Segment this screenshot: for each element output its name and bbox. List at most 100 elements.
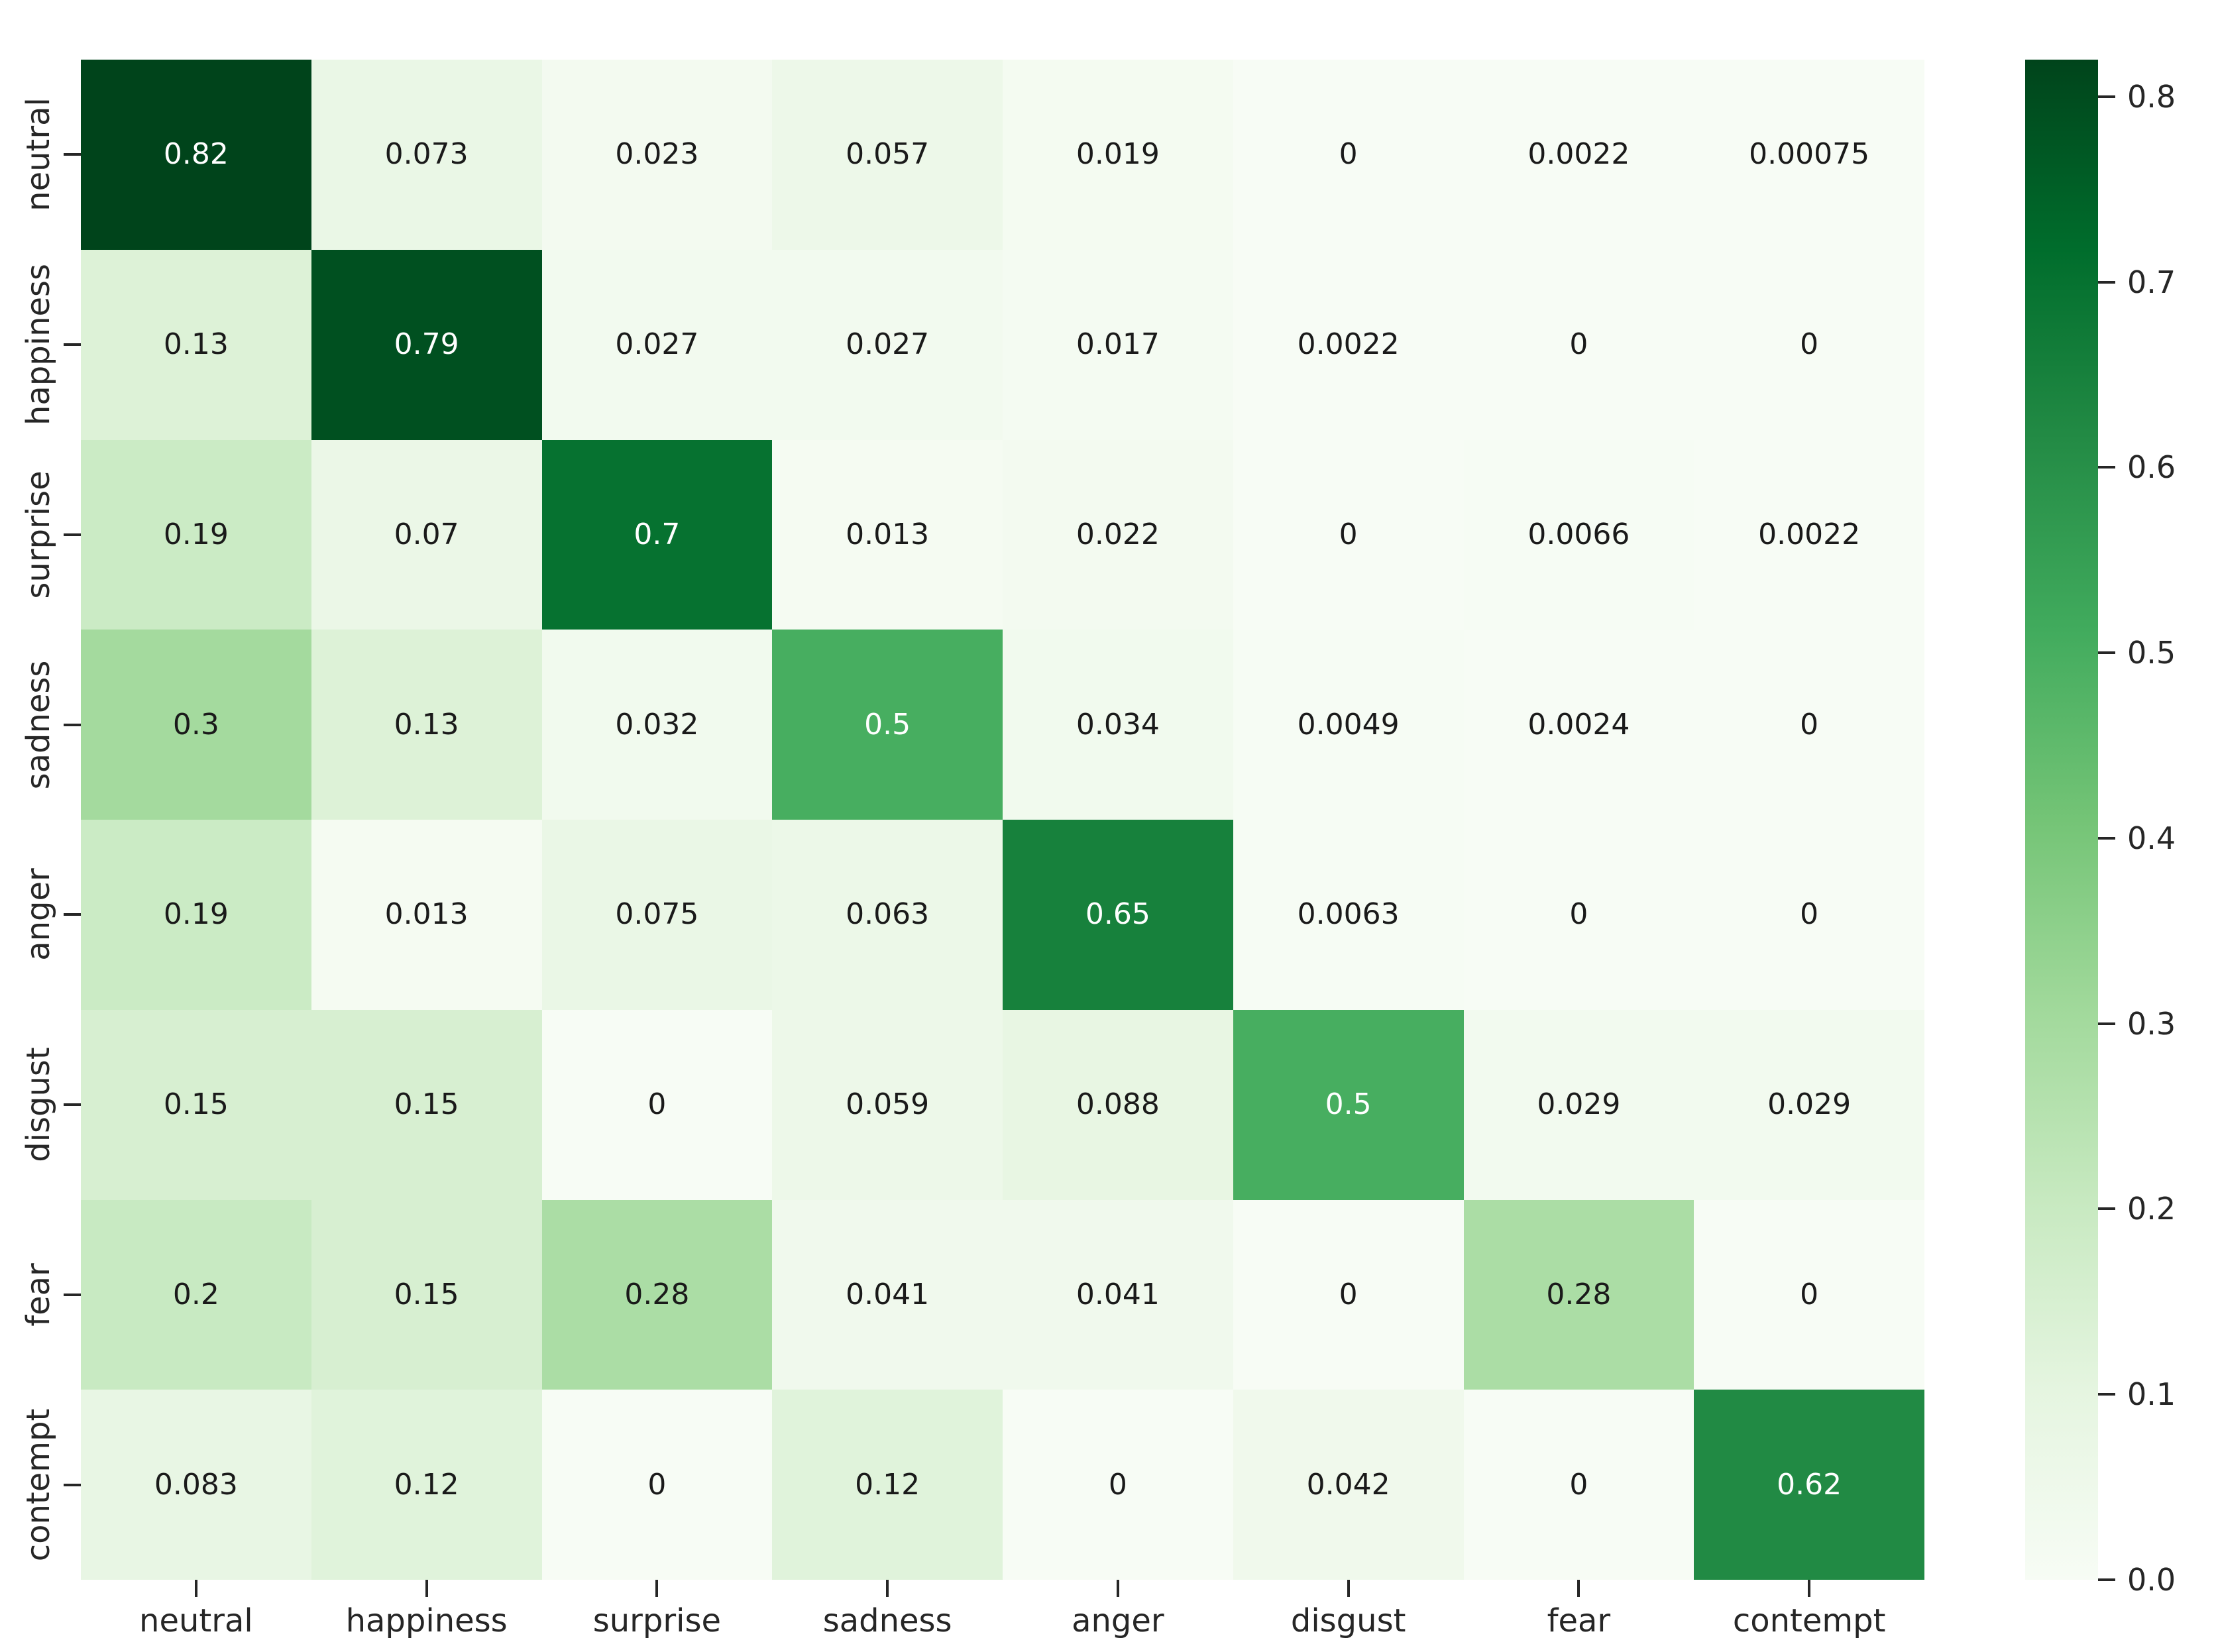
colorbar-tick-mark-0.4: [2098, 836, 2115, 840]
y-tick-label-contempt: contempt: [20, 1408, 57, 1561]
x-tick-label-neutral: neutral: [139, 1602, 253, 1639]
colorbar-tick-label-0.0: 0.0: [2127, 1562, 2176, 1598]
colorbar-tick-label-0.3: 0.3: [2127, 1005, 2176, 1042]
heatmap-cell-sadness-fear: 0.0024: [1463, 630, 1694, 820]
heatmap-cell-surprise-neutral: 0.19: [81, 439, 311, 630]
colorbar-tick-mark-0.3: [2098, 1022, 2115, 1025]
heatmap-cell-fear-anger: 0.041: [1003, 1199, 1233, 1390]
heatmap-cell-contempt-sadness: 0.12: [772, 1390, 1003, 1580]
colorbar-tick-mark-0.2: [2098, 1207, 2115, 1211]
y-tick-mark-sadness: [64, 723, 81, 726]
heatmap-cell-sadness-surprise: 0.032: [541, 630, 773, 820]
colorbar-tick-label-0.4: 0.4: [2127, 820, 2176, 856]
colorbar-gradient: [2025, 60, 2098, 1580]
x-tick-label-contempt: contempt: [1732, 1602, 1886, 1639]
heatmap-cell-contempt-disgust: 0.042: [1233, 1390, 1464, 1580]
colorbar-tick-label-0.8: 0.8: [2127, 78, 2176, 115]
y-tick-label-neutral: neutral: [20, 97, 57, 212]
heatmap-cell-happiness-fear: 0: [1463, 249, 1694, 440]
colorbar-tick-label-0.7: 0.7: [2127, 264, 2176, 300]
heatmap-cell-neutral-sadness: 0.057: [772, 60, 1003, 250]
heatmap-cell-happiness-neutral: 0.13: [81, 249, 311, 440]
y-tick-mark-fear: [64, 1293, 81, 1296]
heatmap-cell-anger-happiness: 0.013: [311, 820, 542, 1010]
heatmap-cell-neutral-contempt: 0.00075: [1694, 60, 1924, 250]
x-tick-mark-anger: [1116, 1580, 1119, 1597]
heatmap-cell-neutral-disgust: 0: [1233, 60, 1464, 250]
x-tick-label-disgust: disgust: [1290, 1602, 1406, 1639]
heatmap-cell-fear-fear: 0.28: [1463, 1199, 1694, 1390]
colorbar-tick-mark-0.7: [2098, 280, 2115, 284]
heatmap-cell-contempt-neutral: 0.083: [81, 1390, 311, 1580]
colorbar-tick-label-0.1: 0.1: [2127, 1376, 2176, 1413]
heatmap-cell-neutral-surprise: 0.023: [541, 60, 773, 250]
y-tick-label-fear: fear: [20, 1263, 57, 1327]
x-tick-mark-surprise: [655, 1580, 659, 1597]
x-tick-mark-fear: [1577, 1580, 1580, 1597]
heatmap-cell-contempt-happiness: 0.12: [311, 1390, 542, 1580]
heatmap-cell-neutral-anger: 0.019: [1003, 60, 1233, 250]
y-tick-mark-neutral: [64, 153, 81, 156]
heatmap-cell-sadness-neutral: 0.3: [81, 630, 311, 820]
y-tick-mark-contempt: [64, 1483, 81, 1486]
colorbar-tick-mark-0.0: [2098, 1578, 2115, 1581]
heatmap-cell-disgust-fear: 0.029: [1463, 1009, 1694, 1200]
y-tick-label-anger: anger: [20, 868, 57, 962]
x-tick-label-anger: anger: [1072, 1602, 1164, 1639]
heatmap-cell-disgust-happiness: 0.15: [311, 1009, 542, 1200]
x-tick-mark-contempt: [1808, 1580, 1811, 1597]
y-tick-mark-disgust: [64, 1103, 81, 1107]
colorbar-tick-mark-0.8: [2098, 95, 2115, 98]
heatmap-cell-surprise-happiness: 0.07: [311, 439, 542, 630]
heatmap-cell-fear-surprise: 0.28: [541, 1199, 773, 1390]
x-tick-mark-happiness: [425, 1580, 428, 1597]
heatmap-cell-surprise-fear: 0.0066: [1463, 439, 1694, 630]
x-tick-label-sadness: sadness: [822, 1602, 952, 1639]
x-tick-label-happiness: happiness: [345, 1602, 508, 1639]
x-tick-label-fear: fear: [1547, 1602, 1611, 1639]
heatmap-cell-anger-disgust: 0.0063: [1233, 820, 1464, 1010]
heatmap-cell-fear-contempt: 0: [1694, 1199, 1924, 1390]
heatmap-cell-surprise-disgust: 0: [1233, 439, 1464, 630]
heatmap-cell-fear-sadness: 0.041: [772, 1199, 1003, 1390]
heatmap-cell-surprise-anger: 0.022: [1003, 439, 1233, 630]
heatmap-cell-anger-fear: 0: [1463, 820, 1694, 1010]
heatmap-cell-happiness-disgust: 0.0022: [1233, 249, 1464, 440]
y-tick-label-surprise: surprise: [20, 470, 57, 599]
heatmap-cell-fear-happiness: 0.15: [311, 1199, 542, 1390]
heatmap-cell-anger-contempt: 0: [1694, 820, 1924, 1010]
heatmap-cell-surprise-surprise: 0.7: [541, 439, 773, 630]
y-tick-mark-surprise: [64, 533, 81, 536]
colorbar-tick-label-0.6: 0.6: [2127, 449, 2176, 486]
heatmap-cell-anger-neutral: 0.19: [81, 820, 311, 1010]
heatmap-cell-disgust-anger: 0.088: [1003, 1009, 1233, 1200]
heatmap-cell-anger-anger: 0.65: [1003, 820, 1233, 1010]
heatmap-cell-anger-sadness: 0.063: [772, 820, 1003, 1010]
heatmap-cell-disgust-surprise: 0: [541, 1009, 773, 1200]
x-tick-mark-disgust: [1347, 1580, 1350, 1597]
heatmap-cell-sadness-anger: 0.034: [1003, 630, 1233, 820]
heatmap-cell-happiness-anger: 0.017: [1003, 249, 1233, 440]
heatmap-cell-neutral-fear: 0.0022: [1463, 60, 1694, 250]
heatmap-cell-neutral-happiness: 0.073: [311, 60, 542, 250]
heatmap-cell-neutral-neutral: 0.82: [81, 60, 311, 250]
y-tick-label-sadness: sadness: [20, 660, 57, 790]
y-tick-mark-happiness: [64, 343, 81, 347]
heatmap-cell-contempt-anger: 0: [1003, 1390, 1233, 1580]
heatmap-cell-sadness-disgust: 0.0049: [1233, 630, 1464, 820]
heatmap-cell-contempt-contempt: 0.62: [1694, 1390, 1924, 1580]
heatmap-cell-happiness-sadness: 0.027: [772, 249, 1003, 440]
colorbar-tick-mark-0.5: [2098, 651, 2115, 655]
heatmap-cell-contempt-surprise: 0: [541, 1390, 773, 1580]
heatmap-cell-sadness-happiness: 0.13: [311, 630, 542, 820]
x-tick-mark-neutral: [194, 1580, 197, 1597]
colorbar-tick-label-0.2: 0.2: [2127, 1191, 2176, 1227]
colorbar-tick-mark-0.6: [2098, 466, 2115, 469]
heatmap-grid: 0.82 0.073 0.023 0.057 0.019 0 0.0022 0.00075 0.…: [81, 60, 1924, 1580]
heatmap-cell-fear-disgust: 0: [1233, 1199, 1464, 1390]
y-tick-label-disgust: disgust: [20, 1047, 57, 1162]
colorbar-tick-mark-0.1: [2098, 1393, 2115, 1396]
heatmap-cell-surprise-contempt: 0.0022: [1694, 439, 1924, 630]
heatmap-cell-disgust-contempt: 0.029: [1694, 1009, 1924, 1200]
